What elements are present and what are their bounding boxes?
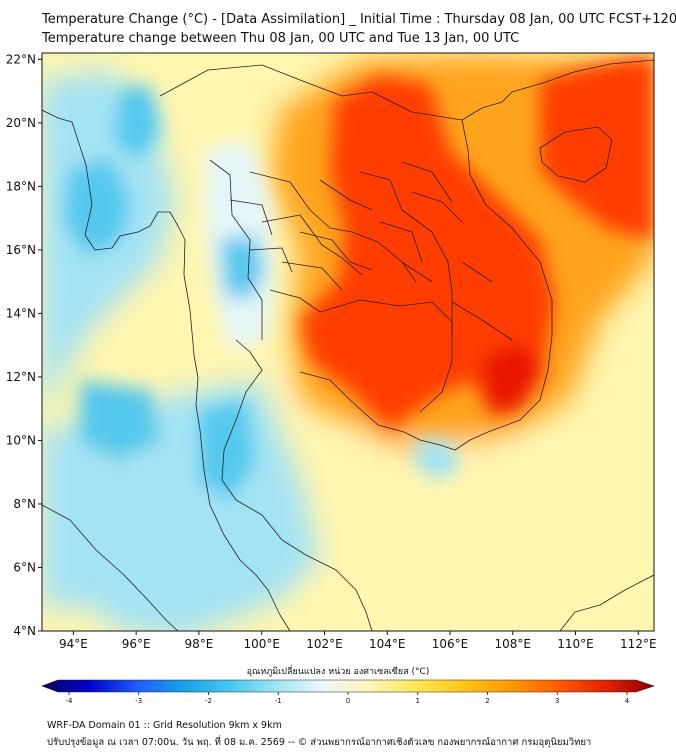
colorbar-tick-label: -3 — [135, 697, 142, 705]
lon-tick-label: 104°E — [369, 637, 406, 651]
lon-tick-label: 106°E — [432, 637, 469, 651]
footer-update-info: ปรับปรุงข้อมูล ณ เวลา 07:00น. วัน พฤ. ที… — [47, 737, 592, 748]
colorbar-tick-label: 0 — [346, 697, 350, 705]
lon-tick-label: 96°E — [122, 637, 151, 651]
colorbar-tick-label: 3 — [555, 697, 559, 705]
lon-tick-label: 110°E — [557, 637, 594, 651]
footer-model-info: WRF-DA Domain 01 :: Grid Resolution 9km … — [47, 720, 282, 731]
colorbar-tick-label: -4 — [66, 697, 74, 705]
map-subtitle: Temperature change between Thu 08 Jan, 0… — [42, 31, 520, 46]
peninsula-west — [199, 429, 291, 631]
sumatra-coast — [42, 504, 179, 631]
latitude-axis: 22°N 20°N 18°N 16°N 14°N 12°N 10°N 8°N 6°N 4°N — [6, 52, 42, 638]
lat-tick-label: 14°N — [6, 306, 36, 320]
lat-tick-label: 6°N — [13, 560, 36, 574]
myanmar-coastline — [42, 109, 201, 431]
colorbar-label: อุณหภูมิเปลี่ยนแปลง หน่วย องศาเซลเซียส (… — [246, 667, 430, 677]
lat-tick-label: 16°N — [6, 243, 36, 257]
lat-tick-label: 12°N — [6, 370, 36, 384]
colorbar-tick-label: -2 — [205, 697, 212, 705]
plot-frame — [41, 52, 655, 632]
longitude-axis: 94°E 96°E 98°E 100°E 102°E 104°E 106°E 108°E 110… — [59, 631, 657, 651]
lat-tick-label: 10°N — [6, 433, 36, 447]
colorbar-tick-label: 4 — [625, 697, 630, 705]
lat-tick-label: 20°N — [6, 116, 36, 130]
provinces-la — [319, 179, 433, 283]
map-title: Temperature Change (°C) - [Data Assimila… — [42, 12, 676, 27]
border-kh — [319, 299, 453, 413]
colorbar-tick-label: -1 — [275, 697, 282, 705]
gulf-coast — [299, 59, 654, 451]
lon-tick-label: 94°E — [59, 637, 88, 651]
provinces-vn — [401, 161, 513, 341]
colorbar-tick-label: 1 — [416, 697, 420, 705]
colorbar: -4 -3 -2 -1 0 1 2 3 4 — [41, 679, 655, 705]
provinces-th-1 — [261, 214, 363, 313]
lon-tick-label: 112°E — [620, 637, 657, 651]
borneo-coast — [559, 574, 654, 631]
provinces-th-2 — [229, 199, 373, 273]
temperature-change-map: 22°N 20°N 18°N 16°N 14°N 12°N 10°N 8°N 6°N 4°N 94… — [6, 52, 657, 705]
colorbar-tick-label: 2 — [485, 697, 489, 705]
lat-tick-label: 22°N — [6, 52, 36, 66]
border-la-vn — [359, 171, 453, 332]
lon-tick-label: 100°E — [243, 637, 280, 651]
lat-tick-label: 8°N — [13, 497, 36, 511]
border-mm-th — [209, 159, 263, 340]
hainan-island — [539, 126, 613, 183]
peninsula-east — [221, 339, 373, 631]
coastline-borders — [42, 59, 654, 631]
temperature-field — [42, 53, 654, 631]
lat-tick-label: 4°N — [13, 624, 36, 638]
border-cn — [159, 64, 463, 121]
border-th-la — [249, 171, 417, 283]
lon-tick-label: 108°E — [495, 637, 532, 651]
lon-tick-label: 102°E — [306, 637, 343, 651]
lon-tick-label: 98°E — [184, 637, 213, 651]
lat-tick-label: 18°N — [6, 179, 36, 193]
